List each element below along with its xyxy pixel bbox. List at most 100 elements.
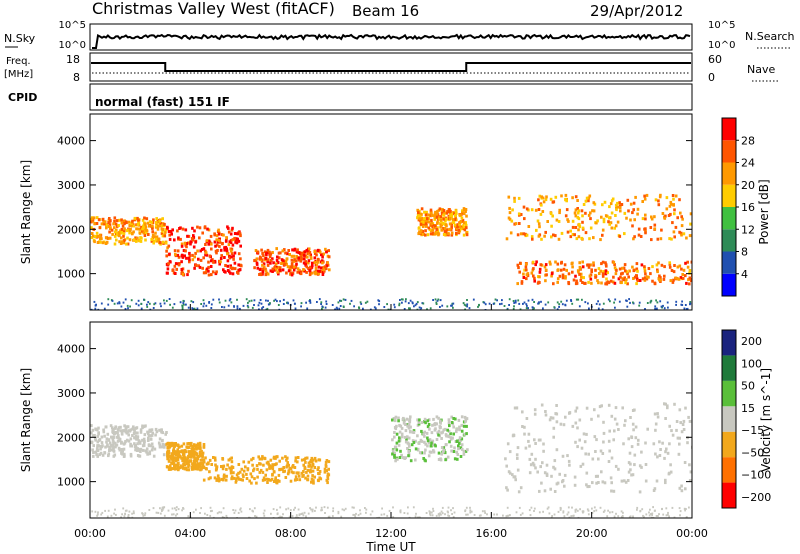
velocity-ground-cell	[301, 512, 304, 515]
power-cell	[436, 226, 439, 230]
velocity-cell	[626, 479, 630, 482]
power-cell	[137, 227, 140, 231]
power-cell	[624, 269, 627, 273]
power-cell	[649, 226, 653, 229]
power-cell	[644, 272, 647, 276]
velocity-ground-cell	[441, 506, 444, 509]
power-cell	[458, 223, 461, 226]
power-ground-cell	[571, 302, 574, 305]
power-ground-cell	[168, 298, 171, 300]
velocity-cell	[92, 451, 95, 454]
velocity-cell	[426, 419, 430, 423]
velocity-cell	[180, 456, 183, 460]
power-ground-cell	[120, 305, 123, 308]
power-cell	[206, 227, 209, 231]
power-cell	[445, 228, 448, 232]
power-cell	[523, 268, 526, 272]
velocity-ground-cell	[615, 512, 617, 515]
power-cell	[326, 261, 329, 265]
power-ground-cell	[484, 303, 487, 306]
velocity-ground-cell	[470, 510, 473, 513]
velocity-ground-cell	[496, 513, 498, 516]
power-cell	[530, 271, 534, 275]
velocity-cell	[463, 415, 467, 419]
velocity-ground-cell	[302, 514, 305, 517]
power-ground-cell	[503, 305, 506, 307]
velocity-cell	[191, 446, 194, 450]
power-ground-cell	[383, 306, 386, 308]
velocity-ground-cell	[341, 508, 344, 511]
power-cell	[266, 272, 270, 276]
power-cell	[169, 260, 172, 264]
velocity-cell	[191, 444, 195, 448]
power-cell	[417, 226, 421, 230]
power-cell	[640, 263, 644, 267]
power-cell	[327, 255, 331, 259]
velocity-ground-cell	[311, 508, 314, 511]
velocity-cell	[533, 438, 536, 442]
velocity-cell	[266, 481, 269, 484]
power-cell	[551, 214, 554, 218]
power-cell	[226, 225, 229, 229]
velocity-cell	[172, 450, 175, 454]
power-ground-cell	[267, 299, 269, 302]
power-cell	[464, 208, 468, 211]
velocity-ground-cell	[380, 513, 383, 516]
power-cell	[447, 232, 450, 236]
power-cell	[578, 222, 581, 226]
velocity-cell	[444, 443, 448, 447]
velocity-cell	[154, 427, 158, 431]
velocity-ground-cell	[447, 514, 449, 517]
power-cell	[604, 263, 608, 267]
power-cell	[168, 237, 172, 241]
velocity-cell	[141, 424, 144, 428]
velocity-ground-cell	[159, 512, 162, 515]
power-cell	[672, 203, 675, 207]
velocity-cell	[158, 428, 161, 432]
velocity-cell	[160, 445, 164, 449]
colorbar-segment	[722, 140, 736, 163]
colorbar-segment	[722, 380, 736, 407]
power-ground-cell	[452, 302, 455, 305]
power-cell	[231, 226, 234, 230]
power-cell	[307, 247, 311, 251]
velocity-cell	[555, 404, 558, 407]
power-cell	[185, 242, 189, 245]
velocity-colorbar-tick-label: 200	[741, 335, 762, 348]
power-cell	[113, 216, 117, 220]
velocity-cell	[189, 450, 193, 454]
velocity-cell	[311, 469, 315, 473]
velocity-cell	[398, 430, 402, 434]
power-cell	[272, 261, 275, 265]
power-cell	[171, 228, 174, 232]
velocity-ground-cell	[211, 509, 213, 512]
velocity-cell	[166, 454, 170, 457]
power-cell	[113, 242, 117, 246]
velocity-cell	[416, 418, 419, 422]
power-cell	[574, 214, 578, 218]
power-region-1	[165, 225, 243, 277]
velocity-ground-cell	[381, 507, 383, 510]
velocity-cell	[403, 435, 407, 439]
velocity-cell	[91, 434, 95, 438]
velocity-cell	[112, 448, 115, 452]
power-region-2	[253, 247, 331, 277]
velocity-cell	[154, 433, 157, 437]
velocity-cell	[452, 417, 455, 420]
velocity-ground-cell	[174, 507, 176, 510]
velocity-cell	[261, 470, 265, 474]
velocity-cell	[318, 470, 322, 473]
velocity-cell	[398, 456, 402, 459]
velocity-cell	[568, 411, 571, 415]
power-cell	[224, 270, 227, 274]
velocity-cell	[202, 465, 206, 469]
velocity-ground-cell	[176, 513, 179, 516]
power-cell	[550, 224, 553, 228]
power-cell	[192, 245, 196, 249]
velocity-cell	[686, 441, 689, 445]
power-ground-cell	[160, 305, 162, 308]
power-cell	[442, 209, 446, 212]
velocity-cell	[308, 470, 312, 474]
power-cell	[564, 214, 568, 218]
velocity-cell	[394, 427, 398, 431]
